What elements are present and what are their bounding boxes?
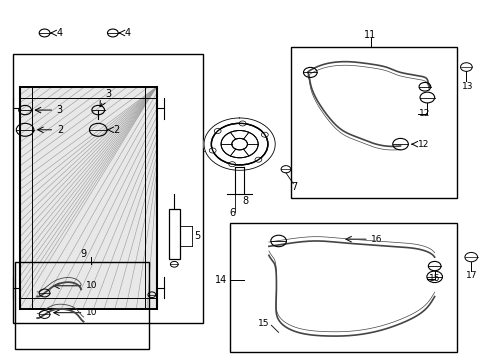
Text: 13: 13 [461,82,472,91]
Text: 4: 4 [57,28,63,38]
Circle shape [228,162,235,167]
Circle shape [214,129,221,134]
Bar [20,87,157,309]
Text: 8: 8 [242,196,248,206]
Bar [13,54,203,323]
Text: 1: 1 [216,146,223,156]
Text: 16: 16 [370,235,382,244]
Text: 2: 2 [57,125,63,135]
Text: 11: 11 [363,30,375,40]
Circle shape [261,132,268,137]
Polygon shape [203,118,275,170]
Text: 14: 14 [215,275,227,285]
Bar [168,209,179,259]
Text: 7: 7 [290,182,297,192]
Text: 15: 15 [257,319,268,328]
Text: 3: 3 [105,89,111,99]
Text: 12: 12 [417,140,428,149]
Text: 15: 15 [428,274,439,283]
Text: 4: 4 [125,28,131,38]
Bar [290,47,456,198]
Circle shape [209,148,216,153]
Bar [229,223,456,352]
Text: 10: 10 [86,281,97,290]
Circle shape [239,121,245,126]
Text: 5: 5 [194,231,200,241]
Text: 12: 12 [418,109,429,118]
Bar [15,262,149,348]
Bar [20,87,157,309]
Text: 3: 3 [57,105,63,115]
Circle shape [254,157,261,162]
Text: 17: 17 [466,271,477,280]
Text: 10: 10 [86,308,97,317]
Text: 9: 9 [80,249,86,259]
Text: 6: 6 [229,208,236,219]
Text: 2: 2 [113,125,119,135]
